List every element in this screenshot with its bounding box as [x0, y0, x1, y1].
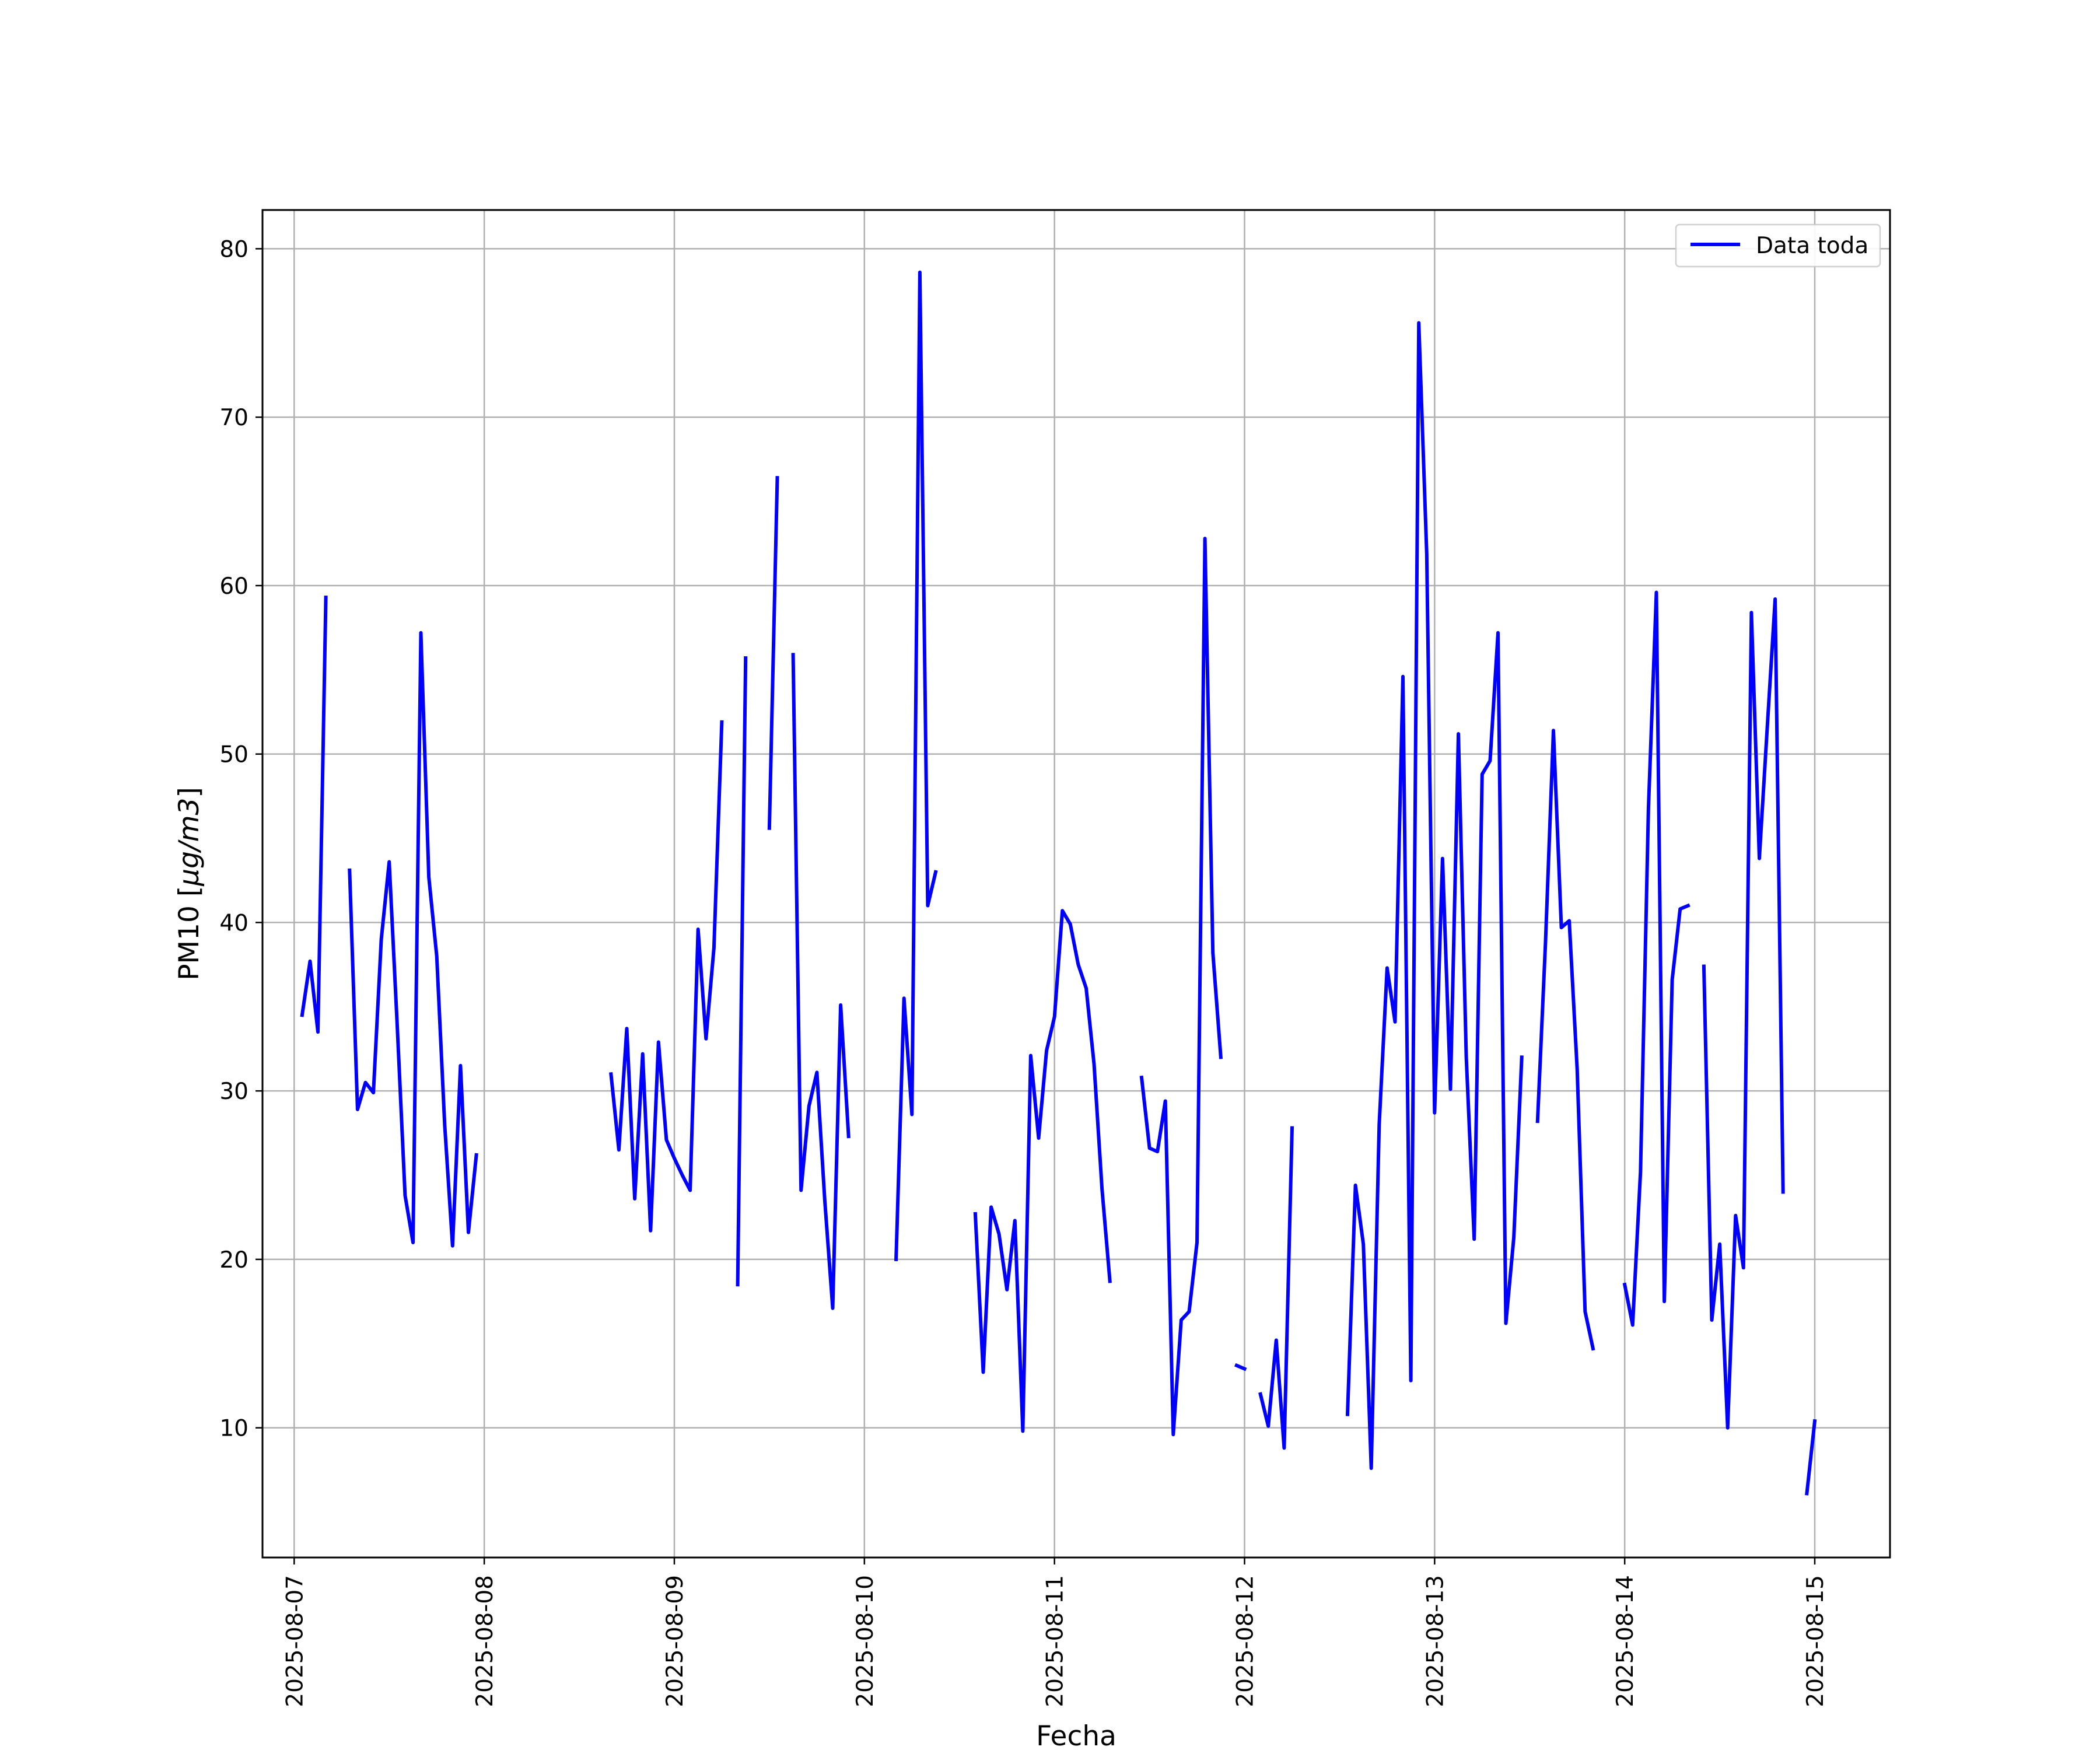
- series-line-segment: [1702, 597, 1785, 1430]
- series-line-segment: [1258, 1126, 1294, 1450]
- series-line-segment: [1805, 1419, 1817, 1496]
- series-line-segment: [791, 653, 850, 1310]
- y-tick-label: 70: [219, 405, 249, 431]
- series-layer: [300, 270, 1817, 1496]
- series-line-segment: [736, 656, 748, 1287]
- y-tick-label: 50: [219, 742, 249, 768]
- series-line-segment: [1622, 590, 1690, 1327]
- x-tick-label: 2025-08-13: [1422, 1575, 1448, 1707]
- x-tick-label: 2025-08-14: [1612, 1575, 1639, 1707]
- y-tick-label: 60: [219, 573, 249, 600]
- series-line-segment: [300, 596, 328, 1034]
- ticks: 2025-08-07 2025-08-08 2025-08-09 2025-08-10…: [219, 236, 1829, 1707]
- legend-label: Data toda: [1756, 233, 1868, 259]
- plot-area: 2025-08-07 2025-08-08 2025-08-09 2025-08-10…: [219, 209, 1891, 1707]
- y-axis-label-unit: μg/m3: [173, 798, 205, 887]
- x-tick-label: 2025-08-08: [472, 1575, 498, 1707]
- x-tick-label: 2025-08-12: [1233, 1575, 1259, 1707]
- y-axis-label: PM10 [μg/m3]: [173, 787, 205, 981]
- series-line-segment: [973, 909, 1112, 1433]
- grid: [262, 210, 1890, 1558]
- legend: Data toda: [1675, 223, 1881, 268]
- series-line-segment: [348, 631, 478, 1248]
- series-line-segment: [767, 476, 779, 830]
- x-tick-label: 2025-08-15: [1803, 1575, 1829, 1707]
- axes-background: [262, 210, 1890, 1558]
- legend-box: [1675, 223, 1881, 268]
- y-tick-label: 30: [219, 1079, 249, 1105]
- x-tick-label: 2025-08-11: [1042, 1575, 1069, 1707]
- series-line-segment: [1139, 537, 1223, 1437]
- series-line-segment: [1535, 729, 1595, 1351]
- series-line-segment: [894, 270, 938, 1261]
- y-tick-label: 20: [219, 1247, 249, 1273]
- series-line-segment: [1345, 321, 1524, 1470]
- axes-frame: [261, 209, 1891, 1559]
- x-tick-label: 2025-08-07: [282, 1575, 308, 1707]
- y-axis-label-main: PM10 [: [173, 886, 205, 981]
- y-tick-label: 40: [219, 910, 249, 936]
- x-tick-label: 2025-08-10: [852, 1575, 878, 1707]
- series-line-segment: [609, 720, 724, 1233]
- x-tick-label: 2025-08-09: [662, 1575, 688, 1707]
- y-tick-label: 10: [219, 1416, 249, 1442]
- y-axis-label-end: ]: [173, 787, 205, 797]
- x-axis-label: Fecha: [1036, 1720, 1116, 1750]
- y-tick-label: 80: [219, 236, 249, 262]
- series-line-segment: [1234, 1363, 1247, 1371]
